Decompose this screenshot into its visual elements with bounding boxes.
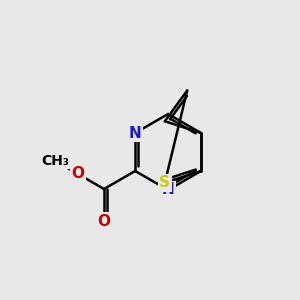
Text: N: N xyxy=(129,125,142,140)
Text: CH₃: CH₃ xyxy=(42,154,69,168)
Text: N: N xyxy=(162,182,175,197)
Text: O: O xyxy=(98,214,110,229)
Text: S: S xyxy=(159,175,170,190)
Text: O: O xyxy=(71,167,85,182)
